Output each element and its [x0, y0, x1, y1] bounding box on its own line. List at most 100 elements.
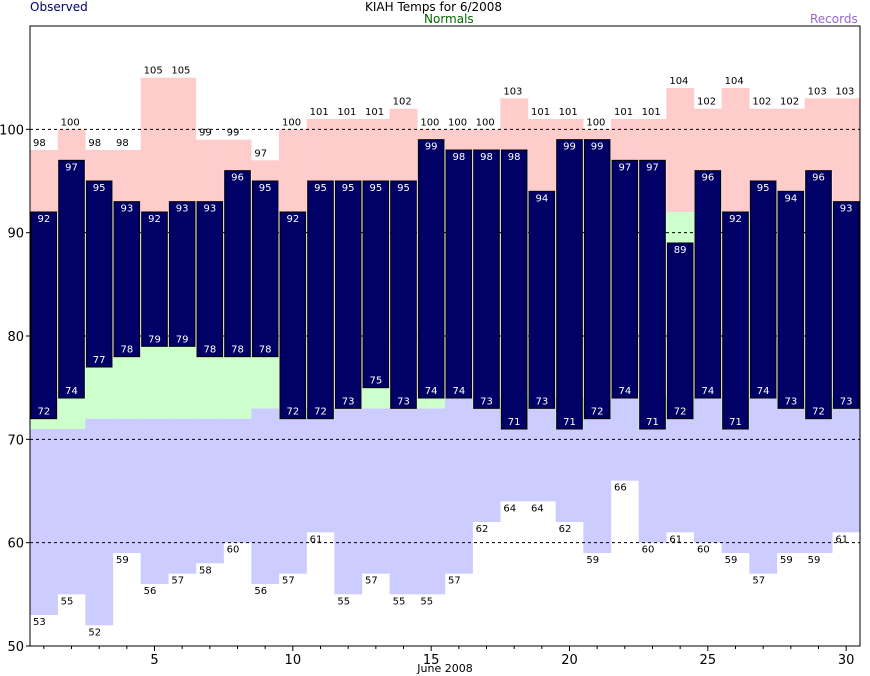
normal-band: [223, 356, 252, 419]
observed-low-label: 78: [203, 345, 216, 356]
record-high-band: [389, 108, 418, 181]
record-low-label: 57: [282, 576, 295, 587]
record-low-label: 55: [61, 596, 74, 607]
observed-bar: [85, 180, 113, 368]
observed-high-label: 96: [812, 173, 825, 184]
normal-band: [85, 367, 114, 419]
record-low-band: [279, 408, 307, 574]
record-high-band: [804, 98, 833, 171]
observed-low-label: 78: [231, 345, 244, 356]
observed-low-label: 74: [701, 386, 714, 397]
chart-title: KIAH Temps for 6/2008: [365, 0, 503, 14]
record-high-label: 101: [365, 107, 384, 118]
record-high-band: [555, 119, 584, 140]
x-tick-label: 25: [700, 653, 717, 668]
normal-band: [57, 398, 86, 429]
observed-high-label: 89: [674, 245, 687, 256]
observed-bar: [694, 170, 722, 399]
observed-low-label: 73: [784, 396, 797, 407]
y-tick-label: 80: [7, 330, 24, 345]
record-high-band: [749, 108, 778, 181]
record-high-label: 98: [116, 138, 129, 149]
record-high-band: [721, 88, 750, 212]
observed-high-label: 95: [259, 183, 272, 194]
record-high-label: 101: [559, 107, 578, 118]
observed-low-label: 71: [646, 417, 659, 428]
record-high-band: [500, 98, 529, 150]
record-low-label: 56: [144, 586, 157, 597]
record-high-band: [694, 108, 722, 171]
record-high-label: 101: [531, 107, 550, 118]
observed-high-label: 93: [840, 204, 853, 215]
observed-high-label: 92: [286, 214, 299, 225]
y-tick-label: 50: [7, 640, 24, 655]
record-high-label: 98: [88, 138, 101, 149]
observed-low-label: 74: [425, 386, 438, 397]
normal-band: [30, 418, 58, 429]
observed-bar: [113, 201, 141, 358]
y-tick-label: 60: [7, 537, 24, 552]
observed-low-label: 74: [757, 386, 770, 397]
record-high-label: 102: [752, 97, 771, 108]
record-low-band: [223, 418, 252, 543]
record-low-band: [389, 408, 418, 595]
record-low-band: [57, 429, 86, 595]
record-high-band: [638, 119, 667, 161]
record-low-label: 59: [808, 555, 821, 566]
observed-bar: [334, 180, 362, 409]
record-high-label: 103: [835, 86, 854, 97]
observed-low-label: 78: [120, 345, 133, 356]
record-high-label: 101: [310, 107, 329, 118]
record-high-label: 97: [254, 148, 267, 159]
observed-low-label: 71: [729, 417, 742, 428]
record-high-label: 105: [171, 66, 190, 77]
observed-bar: [528, 190, 556, 409]
observed-high-label: 94: [784, 193, 797, 204]
observed-high-label: 98: [508, 152, 521, 163]
record-high-label: 104: [725, 76, 744, 87]
record-high-band: [306, 119, 335, 181]
record-high-band: [140, 77, 169, 213]
record-low-label: 61: [669, 534, 682, 545]
record-high-band: [528, 119, 556, 192]
record-low-label: 64: [531, 503, 544, 514]
y-tick-label: 90: [7, 227, 24, 242]
normal-band: [417, 398, 446, 409]
record-high-label: 105: [144, 66, 163, 77]
observed-low-label: 73: [342, 396, 355, 407]
record-low-label: 57: [171, 576, 184, 587]
record-high-label: 101: [337, 107, 356, 118]
y-tick-label: 70: [7, 433, 24, 448]
record-low-band: [472, 398, 501, 522]
record-low-label: 61: [310, 534, 323, 545]
record-low-band: [528, 398, 556, 502]
x-tick-label: 5: [150, 653, 158, 668]
record-low-label: 57: [448, 576, 461, 587]
record-high-label: 100: [282, 117, 301, 128]
observed-bar: [666, 242, 694, 420]
x-axis-label: June 2008: [416, 662, 472, 675]
record-high-label: 100: [586, 117, 605, 128]
observed-high-label: 96: [231, 173, 244, 184]
observed-low-label: 72: [591, 407, 604, 418]
observed-bar: [445, 149, 473, 399]
record-low-band: [85, 418, 114, 626]
record-high-label: 102: [697, 97, 716, 108]
observed-bar: [500, 149, 528, 430]
record-low-label: 53: [33, 617, 46, 628]
record-low-label: 60: [227, 545, 240, 556]
normal-band: [140, 346, 169, 419]
record-high-band: [85, 150, 114, 181]
record-high-label: 100: [420, 117, 439, 128]
record-low-band: [832, 398, 861, 533]
record-high-label: 104: [669, 76, 688, 87]
observed-high-label: 93: [203, 204, 216, 215]
record-high-band: [777, 108, 805, 192]
record-low-band: [804, 398, 833, 553]
normal-band: [168, 346, 197, 419]
observed-low-label: 72: [674, 407, 687, 418]
observed-bar: [251, 180, 279, 358]
record-high-band: [57, 129, 86, 161]
observed-high-label: 93: [176, 204, 189, 215]
record-low-band: [168, 418, 197, 574]
